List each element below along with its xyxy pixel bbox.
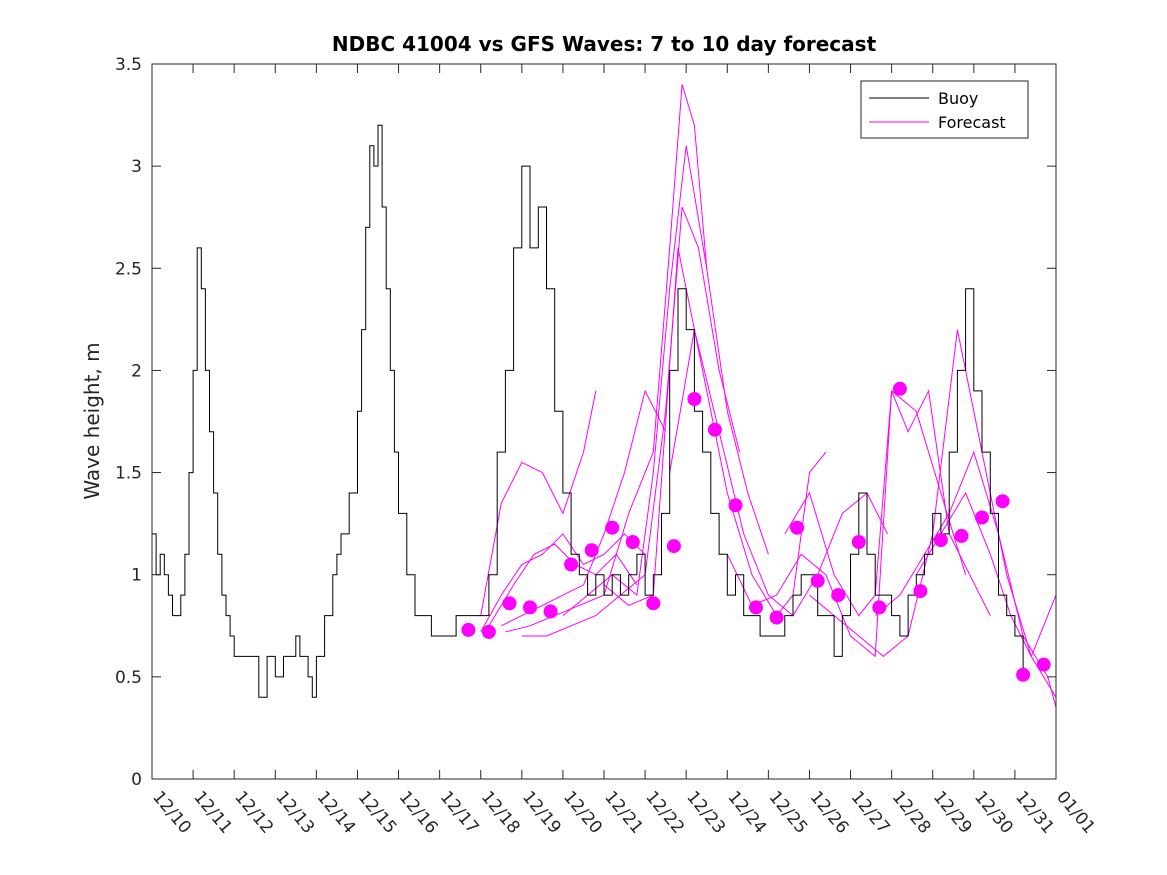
forecast-marker bbox=[790, 520, 805, 535]
forecast-marker bbox=[481, 624, 496, 639]
forecast-marker bbox=[954, 528, 969, 543]
y-tick-label: 3.5 bbox=[115, 55, 142, 75]
forecast-marker bbox=[461, 622, 476, 637]
legend-buoy-label: Buoy bbox=[938, 89, 978, 108]
forecast-marker bbox=[810, 573, 825, 588]
chart-title: NDBC 41004 vs GFS Waves: 7 to 10 day for… bbox=[332, 32, 877, 56]
forecast-marker bbox=[707, 422, 722, 437]
legend-forecast-label: Forecast bbox=[938, 113, 1006, 132]
plot-area bbox=[151, 63, 1057, 780]
forecast-marker bbox=[584, 543, 599, 558]
forecast-marker bbox=[646, 596, 661, 611]
buoy-line bbox=[152, 124, 1024, 698]
forecast-marker bbox=[892, 381, 907, 396]
forecast-marker bbox=[1016, 667, 1031, 682]
axes-background bbox=[152, 64, 1056, 779]
forecast-marker bbox=[625, 535, 640, 549]
y-tick-label: 2.5 bbox=[115, 259, 142, 279]
forecast-marker bbox=[502, 596, 517, 611]
forecast-marker bbox=[749, 600, 763, 615]
forecast-marker bbox=[687, 392, 702, 406]
forecast-marker bbox=[913, 584, 928, 599]
forecast-marker bbox=[666, 539, 681, 554]
y-axis-label: Wave height, m bbox=[80, 342, 104, 499]
y-tick-label: 0 bbox=[131, 770, 142, 790]
forecast-marker bbox=[523, 600, 537, 615]
forecast-line bbox=[488, 543, 638, 627]
y-tick-label: 1 bbox=[131, 566, 142, 586]
forecast-marker bbox=[851, 535, 866, 549]
forecast-marker bbox=[543, 604, 558, 619]
forecast-markers bbox=[461, 381, 1051, 682]
forecast-marker bbox=[995, 494, 1010, 509]
legend: Buoy Forecast bbox=[860, 80, 1029, 139]
forecast-marker bbox=[1036, 657, 1051, 672]
forecast-marker bbox=[933, 533, 948, 547]
legend-box bbox=[860, 80, 1029, 139]
buoy-series bbox=[152, 124, 1024, 698]
forecast-line bbox=[603, 247, 827, 617]
forecast-line bbox=[784, 389, 991, 617]
forecast-marker bbox=[728, 498, 743, 513]
forecast-marker bbox=[769, 610, 784, 625]
forecast-marker bbox=[605, 520, 620, 535]
y-tick-label: 0.5 bbox=[115, 668, 142, 688]
forecast-marker bbox=[564, 557, 579, 572]
forecast-marker bbox=[975, 510, 989, 525]
forecast-line bbox=[480, 390, 597, 616]
forecast-line bbox=[505, 84, 708, 633]
forecast-line bbox=[480, 533, 646, 633]
forecast-line bbox=[726, 389, 967, 658]
y-tick-label: 2 bbox=[131, 361, 142, 381]
forecast-series bbox=[480, 84, 1057, 708]
y-tick-label: 3 bbox=[131, 157, 142, 177]
y-tick-label: 1.5 bbox=[115, 464, 142, 484]
forecast-marker bbox=[872, 600, 887, 615]
forecast-line bbox=[669, 329, 888, 617]
y-axis: 0 0.5 1 1.5 2 2.5 3 3.5 bbox=[115, 55, 1056, 790]
forecast-marker bbox=[831, 588, 846, 603]
